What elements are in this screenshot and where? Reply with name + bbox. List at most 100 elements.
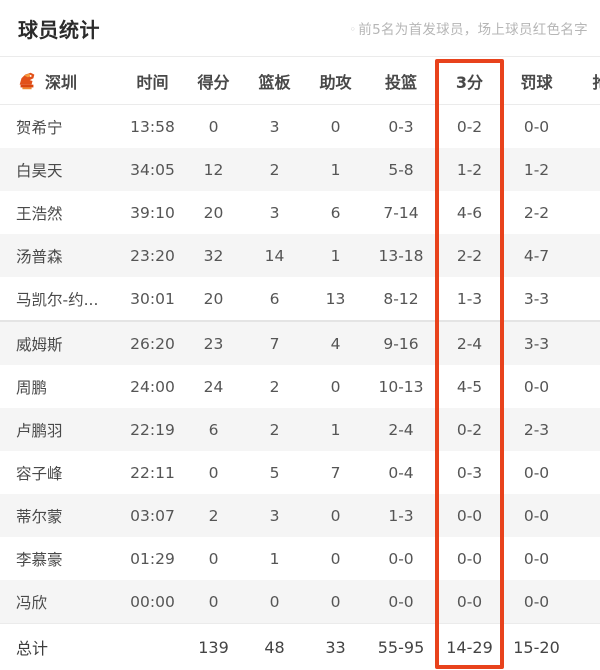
cell-fieldgoals: 0-0 xyxy=(366,580,436,624)
cell-assists: 6 xyxy=(305,191,366,234)
page-title: 球员统计 xyxy=(18,14,100,43)
cell-threepoint: 0-2 xyxy=(436,105,503,149)
cell-freethrows: 0-0 xyxy=(503,365,570,408)
cell-assists: 1 xyxy=(305,234,366,277)
cell-points: 0 xyxy=(183,537,244,580)
cell-minutes: 34:05 xyxy=(122,148,183,191)
cell-fieldgoals: 5-8 xyxy=(366,148,436,191)
cell-fieldgoals: 13-18 xyxy=(366,234,436,277)
player-name[interactable]: 李慕豪 xyxy=(0,537,122,580)
cell-steals-cutoff xyxy=(570,451,600,494)
cell-points: 0 xyxy=(183,105,244,149)
cell-freethrows: 1-2 xyxy=(503,148,570,191)
team-name: 深圳 xyxy=(45,69,77,93)
cell-assists: 0 xyxy=(305,365,366,408)
cell-points: 20 xyxy=(183,191,244,234)
player-name[interactable]: 王浩然 xyxy=(0,191,122,234)
cell-minutes: 39:10 xyxy=(122,191,183,234)
total-threepoint: 14-29 xyxy=(436,624,503,670)
cell-threepoint: 0-0 xyxy=(436,580,503,624)
total-points: 139 xyxy=(183,624,244,670)
note-text: 前5名为首发球员，场上球员红色名字 xyxy=(358,22,588,38)
cell-fieldgoals: 9-16 xyxy=(366,321,436,365)
cell-threepoint: 1-3 xyxy=(436,277,503,321)
cell-freethrows: 0-0 xyxy=(503,537,570,580)
player-stats-table: 深圳 时间 得分 篮板 助攻 投篮 3分 罚球 抢 贺希宁13:580300-3… xyxy=(0,57,600,670)
cell-threepoint: 2-2 xyxy=(436,234,503,277)
player-name[interactable]: 冯欣 xyxy=(0,580,122,624)
cell-minutes: 24:00 xyxy=(122,365,183,408)
cell-rebounds: 1 xyxy=(244,537,305,580)
column-header-assists[interactable]: 助攻 xyxy=(305,57,366,105)
player-name[interactable]: 白昊天 xyxy=(0,148,122,191)
player-name[interactable]: 周鹏 xyxy=(0,365,122,408)
total-minutes xyxy=(122,624,183,670)
cell-points: 2 xyxy=(183,494,244,537)
player-stats-table-wrap: 深圳 时间 得分 篮板 助攻 投篮 3分 罚球 抢 贺希宁13:580300-3… xyxy=(0,57,600,670)
cell-points: 0 xyxy=(183,580,244,624)
player-name[interactable]: 蒂尔蒙 xyxy=(0,494,122,537)
cell-freethrows: 3-3 xyxy=(503,321,570,365)
cell-assists: 4 xyxy=(305,321,366,365)
player-name[interactable]: 容子峰 xyxy=(0,451,122,494)
column-header-threepoint[interactable]: 3分 xyxy=(436,57,503,105)
player-name[interactable]: 汤普森 xyxy=(0,234,122,277)
cell-threepoint: 0-0 xyxy=(436,537,503,580)
cell-fieldgoals: 0-0 xyxy=(366,537,436,580)
column-header-fieldgoals[interactable]: 投篮 xyxy=(366,57,436,105)
column-header-steals-cutoff[interactable]: 抢 xyxy=(570,57,600,105)
column-header-freethrows[interactable]: 罚球 xyxy=(503,57,570,105)
player-name[interactable]: 卢鹏羽 xyxy=(0,408,122,451)
column-header-minutes[interactable]: 时间 xyxy=(122,57,183,105)
column-header-rebounds[interactable]: 篮板 xyxy=(244,57,305,105)
cell-fieldgoals: 1-3 xyxy=(366,494,436,537)
cell-fieldgoals: 8-12 xyxy=(366,277,436,321)
cell-fieldgoals: 2-4 xyxy=(366,408,436,451)
cell-points: 20 xyxy=(183,277,244,321)
column-header-team[interactable]: 深圳 xyxy=(0,57,122,105)
cell-rebounds: 2 xyxy=(244,365,305,408)
cell-rebounds: 7 xyxy=(244,321,305,365)
cell-steals-cutoff xyxy=(570,191,600,234)
cell-freethrows: 0-0 xyxy=(503,105,570,149)
page-header: 球员统计 ◦前5名为首发球员，场上球员红色名字 xyxy=(0,0,600,57)
column-header-points[interactable]: 得分 xyxy=(183,57,244,105)
cell-rebounds: 3 xyxy=(244,191,305,234)
cell-freethrows: 2-3 xyxy=(503,408,570,451)
cell-freethrows: 0-0 xyxy=(503,494,570,537)
cell-freethrows: 4-7 xyxy=(503,234,570,277)
cell-points: 12 xyxy=(183,148,244,191)
cell-points: 6 xyxy=(183,408,244,451)
cell-minutes: 01:29 xyxy=(122,537,183,580)
cell-points: 0 xyxy=(183,451,244,494)
cell-threepoint: 2-4 xyxy=(436,321,503,365)
cell-assists: 0 xyxy=(305,580,366,624)
total-steals-cutoff xyxy=(570,624,600,670)
cell-minutes: 03:07 xyxy=(122,494,183,537)
cell-minutes: 13:58 xyxy=(122,105,183,149)
player-name[interactable]: 贺希宁 xyxy=(0,105,122,149)
player-name[interactable]: 马凯尔-约... xyxy=(0,277,122,321)
player-name[interactable]: 威姆斯 xyxy=(0,321,122,365)
total-label: 总计 xyxy=(0,624,122,670)
cell-minutes: 22:11 xyxy=(122,451,183,494)
cell-steals-cutoff xyxy=(570,234,600,277)
cell-assists: 0 xyxy=(305,537,366,580)
cell-steals-cutoff xyxy=(570,494,600,537)
cell-assists: 13 xyxy=(305,277,366,321)
cell-minutes: 30:01 xyxy=(122,277,183,321)
